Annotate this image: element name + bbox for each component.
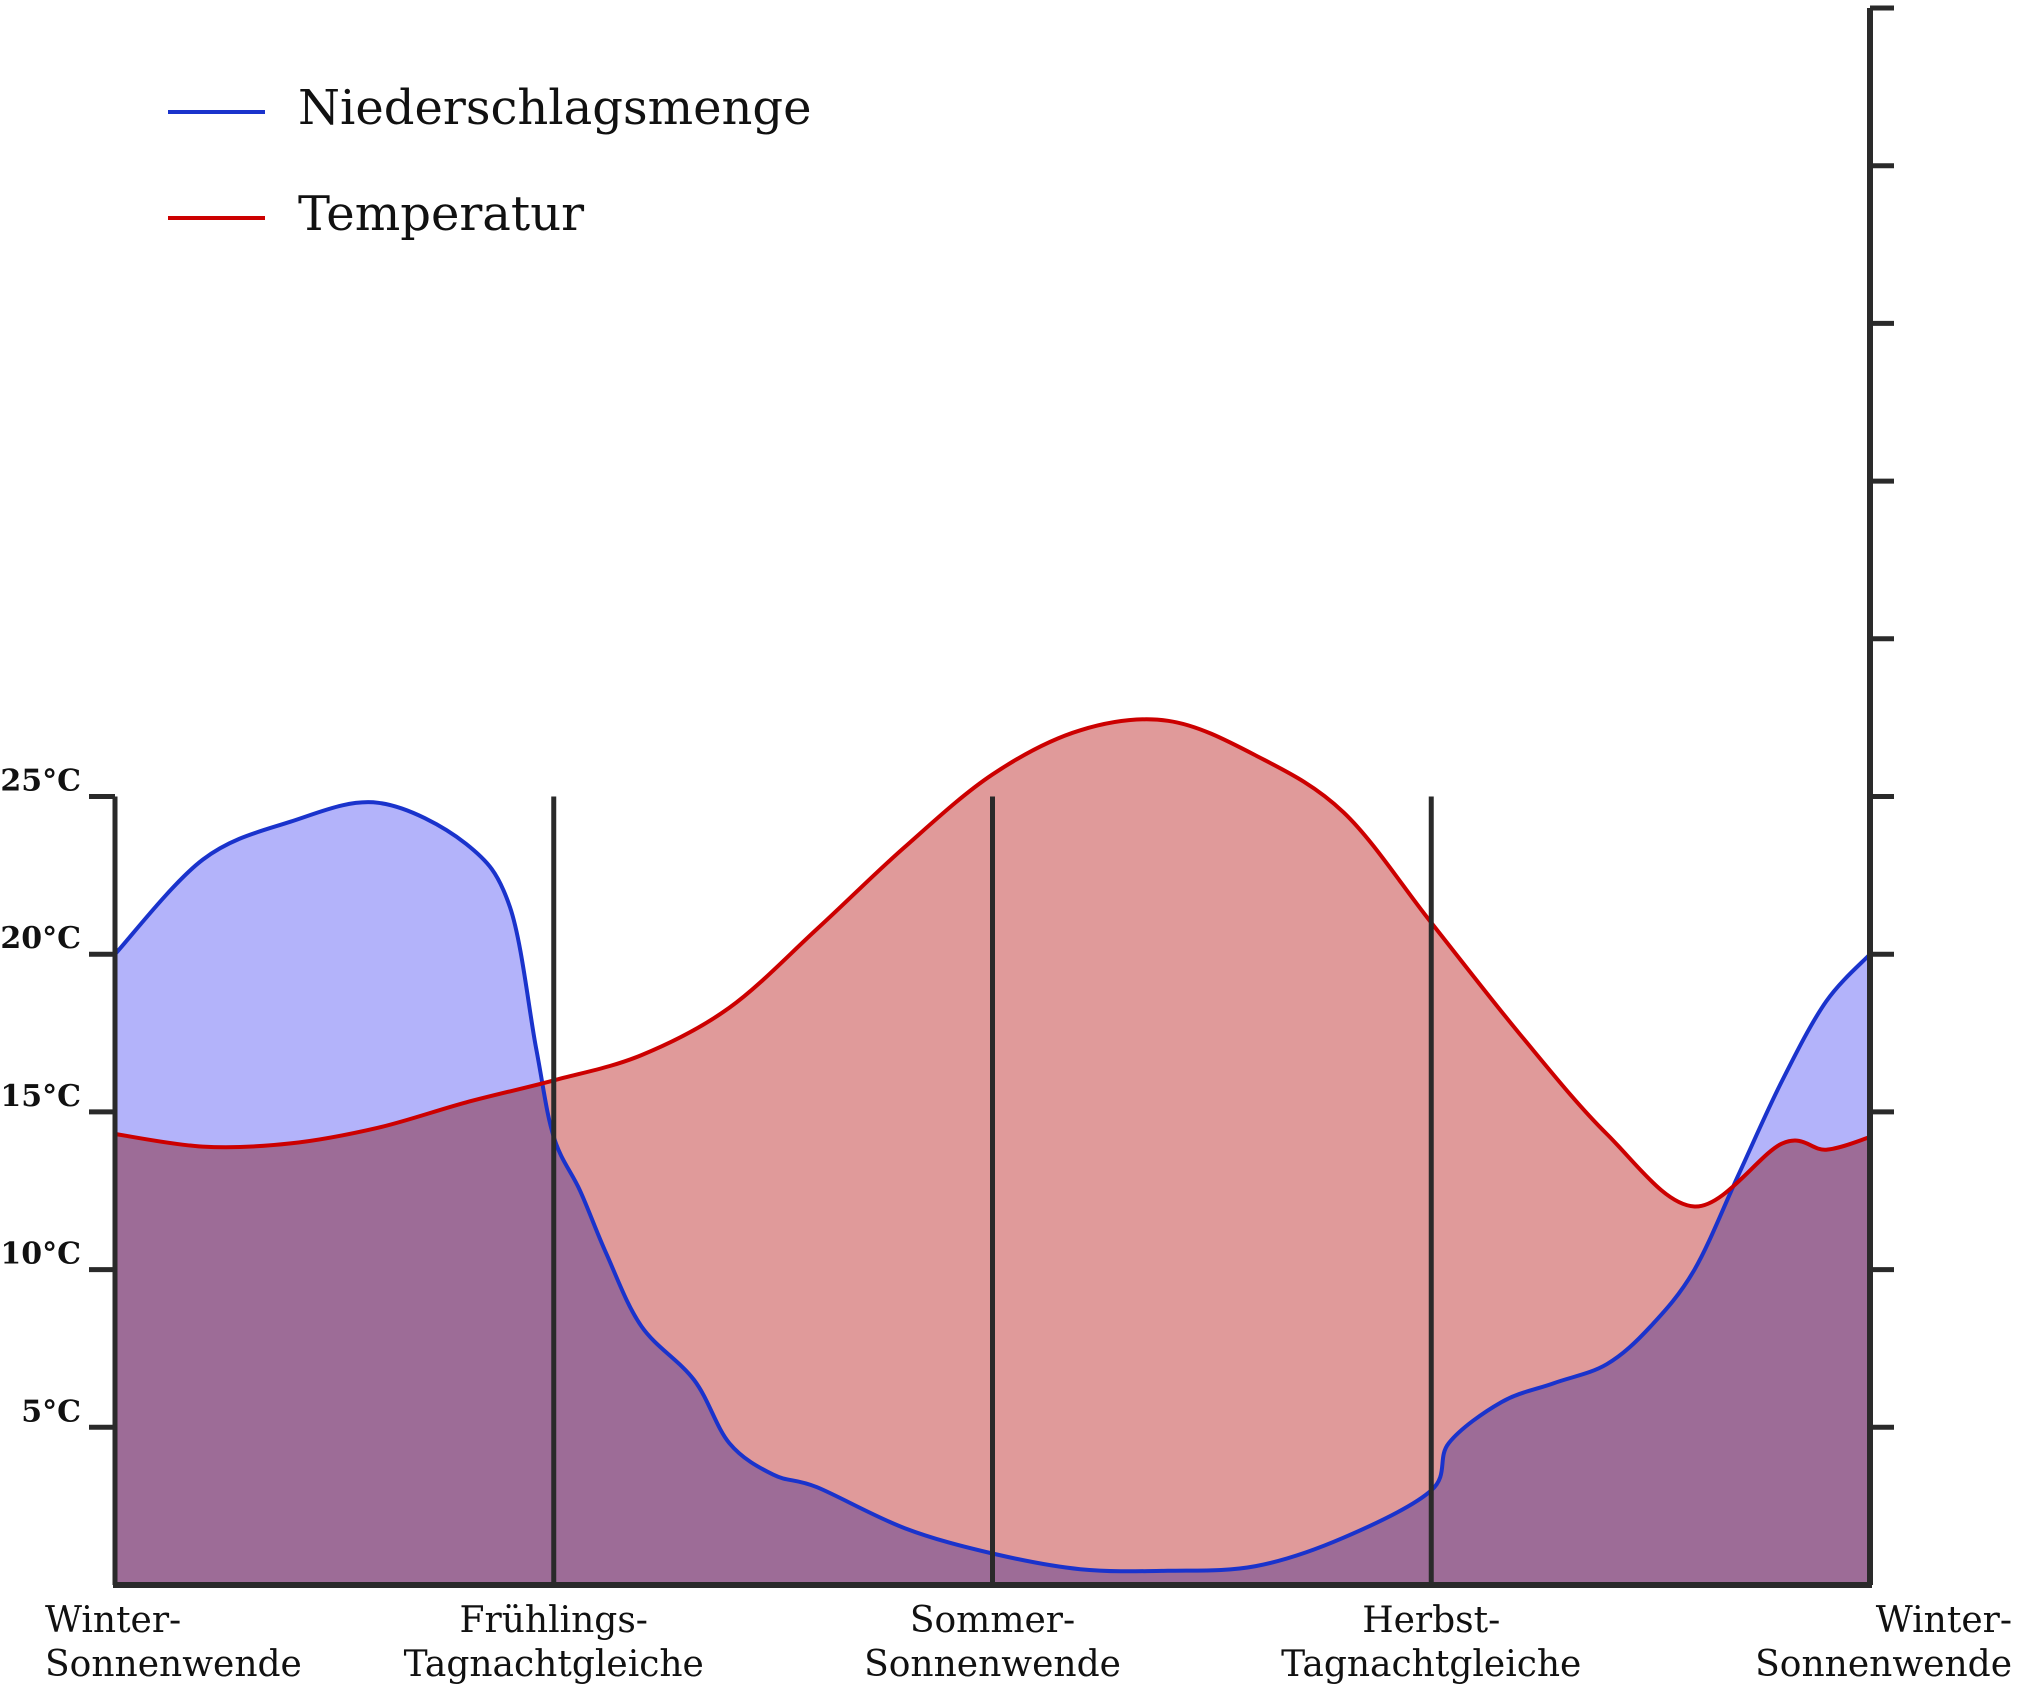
x-category-label-line: Sommer-	[910, 1600, 1075, 1641]
y-tick-label: 25°C	[0, 764, 81, 799]
x-category-label: Frühlings-Tagnachtgleiche	[404, 1600, 704, 1685]
y-tick-label: 5°C	[21, 1394, 81, 1429]
x-axis-labels: Winter-SonnenwendeFrühlings-Tagnachtglei…	[45, 1600, 2012, 1685]
x-category-label-line: Tagnachtgleiche	[404, 1644, 704, 1685]
y-tick-label: 15°C	[0, 1079, 81, 1114]
x-category-label: Winter-Sonnenwende	[1755, 1600, 2012, 1685]
legend: Niederschlagsmenge Temperatur	[168, 80, 812, 242]
y-tick-label: 20°C	[0, 921, 81, 956]
legend-label-temperatur: Temperatur	[298, 186, 584, 242]
x-category-label-line: Winter-	[45, 1600, 181, 1641]
x-category-label-line: Frühlings-	[460, 1600, 648, 1641]
x-category-label: Herbst-Tagnachtgleiche	[1281, 1600, 1581, 1685]
axes	[89, 5, 1894, 1588]
legend-label-niederschlagsmenge: Niederschlagsmenge	[298, 80, 812, 136]
x-category-label-line: Sonnenwende	[1755, 1644, 2012, 1685]
x-category-label-line: Herbst-	[1362, 1600, 1500, 1641]
x-category-label: Sommer-Sonnenwende	[864, 1600, 1121, 1685]
y-axis-labels: 5°C 10°C 15°C 20°C 25°C	[0, 764, 81, 1430]
series-line-niederschlagsmenge	[113, 800, 1872, 1574]
x-category-label-line: Winter-	[1876, 1600, 2012, 1641]
series-lines	[113, 717, 1872, 1574]
y-tick-label: 10°C	[0, 1237, 81, 1272]
x-category-label-line: Sonnenwende	[864, 1644, 1121, 1685]
series-line-temperatur	[114, 717, 1871, 1209]
x-category-label: Winter-Sonnenwende	[45, 1600, 302, 1685]
x-category-label-line: Tagnachtgleiche	[1281, 1644, 1581, 1685]
x-category-label-line: Sonnenwende	[45, 1644, 302, 1685]
